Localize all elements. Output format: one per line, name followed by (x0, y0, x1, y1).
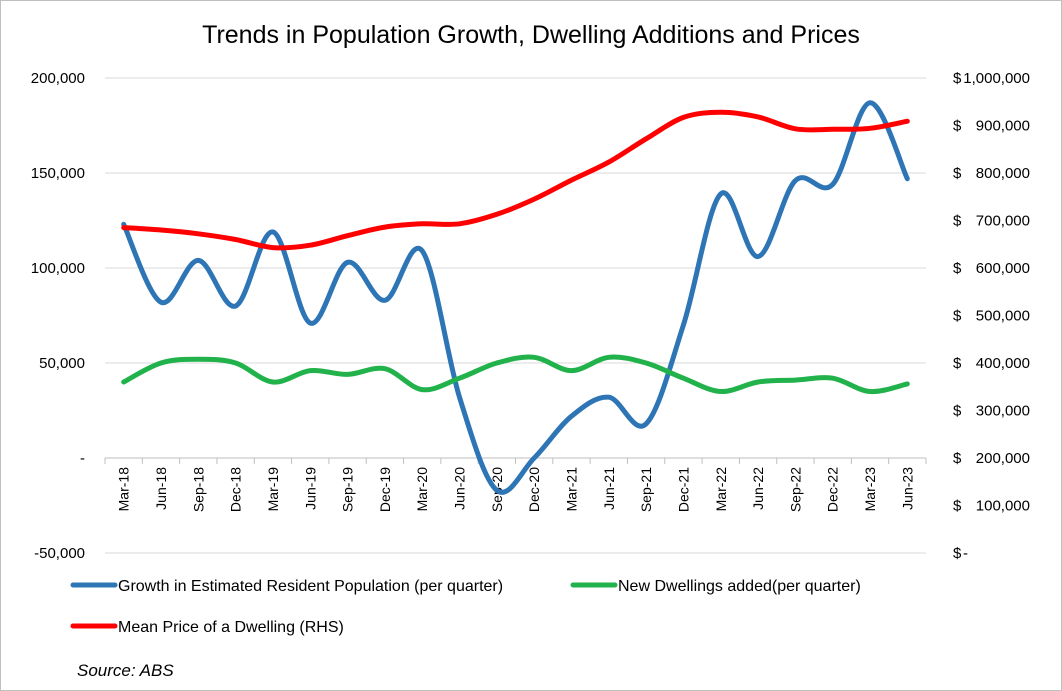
x-tick-label: Mar-22 (713, 467, 729, 512)
legend: Growth in Estimated Resident Population … (70, 578, 861, 636)
right-tick-label: 700,000 (976, 213, 1030, 230)
series-line-new-dwellings (121, 354, 910, 395)
x-tick-label: Sep-18 (190, 467, 206, 512)
legend-item-mean-price: Mean Price of a Dwelling (RHS) (70, 619, 344, 636)
left-tick-label: 200,000 (31, 70, 85, 87)
legend-item-population-growth: Growth in Estimated Resident Population … (70, 578, 503, 595)
right-axis-ticks: $ -$ 100,000$ 200,000$ 300,000$ 400,000$ 500,0… (953, 70, 1030, 562)
right-tick-currency: $ (953, 260, 962, 277)
legend-label: Growth in Estimated Resident Population … (118, 578, 503, 595)
x-tick-label: Mar-20 (414, 467, 430, 512)
series-line-mean-price (121, 109, 910, 251)
right-tick-label: 600,000 (976, 260, 1030, 277)
x-tick-label: Sep-22 (787, 467, 803, 512)
right-tick-currency: $ (953, 118, 962, 135)
x-tick-label: Jun-21 (601, 467, 617, 510)
x-tick-label: Dec-22 (825, 467, 841, 512)
x-tick-label: Dec-18 (228, 467, 244, 512)
x-tick-label: Dec-19 (377, 467, 393, 512)
x-tick-label: Dec-21 (675, 467, 691, 512)
legend-item-new-dwellings: New Dwellings added(per quarter) (570, 578, 861, 595)
series-line-population-growth (121, 100, 910, 495)
right-tick-currency: $ (953, 70, 962, 87)
left-tick-label: 50,000 (39, 355, 85, 372)
left-tick-label: - (80, 450, 85, 467)
right-tick-label: 500,000 (976, 308, 1030, 325)
right-tick-label: 400,000 (976, 355, 1030, 372)
right-tick-label: 300,000 (976, 403, 1030, 420)
right-tick-currency: $ (953, 403, 962, 420)
right-tick-currency: $ (953, 165, 962, 182)
right-tick-currency: $ (953, 308, 962, 325)
right-tick-currency: $ (953, 545, 962, 562)
right-tick-currency: $ (953, 355, 962, 372)
left-tick-label: 100,000 (31, 260, 85, 277)
right-tick-label: - (963, 545, 968, 562)
x-tick-label: Jun-23 (899, 467, 915, 510)
right-tick-label: 900,000 (976, 118, 1030, 135)
left-tick-label: 150,000 (31, 165, 85, 182)
chart-title: Trends in Population Growth, Dwelling Ad… (202, 21, 860, 49)
x-tick-label: Jun-20 (452, 467, 468, 510)
x-tick-label: Jun-18 (153, 467, 169, 510)
x-tick-label: Jun-19 (302, 467, 318, 510)
right-tick-currency: $ (953, 213, 962, 230)
x-tick-label: Jun-22 (750, 467, 766, 510)
legend-label: New Dwellings added(per quarter) (618, 578, 861, 595)
x-tick-label: Sep-21 (638, 467, 654, 512)
right-tick-label: 1,000,000 (963, 70, 1030, 87)
right-tick-currency: $ (953, 498, 962, 515)
right-tick-label: 200,000 (976, 450, 1030, 467)
legend-label: Mean Price of a Dwelling (RHS) (118, 619, 344, 636)
series-lines (121, 100, 910, 495)
x-tick-label: Dec-20 (526, 467, 542, 512)
x-tick-label: Mar-21 (563, 467, 579, 512)
x-tick-label: Mar-23 (862, 467, 878, 512)
x-tick-label: Sep-19 (340, 467, 356, 512)
right-tick-currency: $ (953, 450, 962, 467)
source-note: Source: ABS (77, 661, 174, 680)
left-tick-label: -50,000 (34, 545, 85, 562)
right-tick-label: 800,000 (976, 165, 1030, 182)
x-tick-label: Mar-18 (116, 467, 132, 512)
x-tick-label: Mar-19 (265, 467, 281, 512)
right-tick-label: 100,000 (976, 498, 1030, 515)
